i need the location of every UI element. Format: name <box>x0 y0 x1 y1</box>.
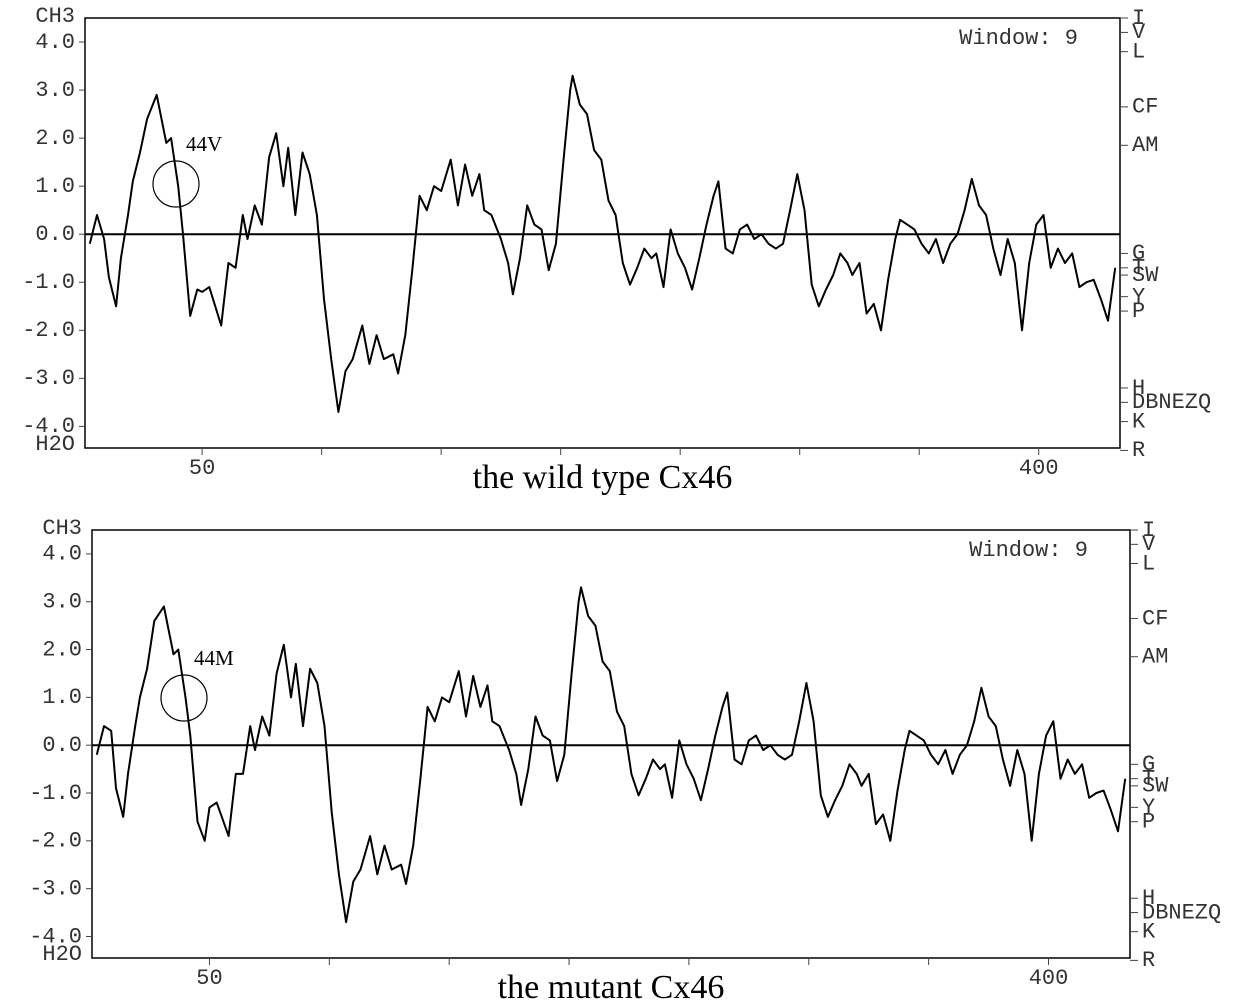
y2-tick-label: G <box>1142 752 1155 777</box>
y2-tick-label: DBNEZQ <box>1132 390 1211 415</box>
y-tick-label: 2.0 <box>35 126 75 151</box>
y2-tick-label: I <box>1132 6 1145 31</box>
chart-title: the wild type Cx46 <box>473 459 733 496</box>
y2-tick-label: H <box>1132 376 1145 401</box>
y2-tick-label: I <box>1142 518 1155 543</box>
y2-tick-label: R <box>1142 948 1155 973</box>
annotation: 44M <box>194 646 234 670</box>
window-label: Window: 9 <box>959 26 1078 51</box>
y-bottom-label: H2O <box>42 942 82 967</box>
y2-tick-label: T <box>1132 256 1145 281</box>
y2-tick-label: AM <box>1142 645 1168 670</box>
y2-tick-label: V <box>1132 20 1146 45</box>
y2-tick-label: AM <box>1132 133 1158 158</box>
plot-frame <box>84 17 1121 449</box>
plot-frame <box>91 529 1131 959</box>
hydropathy-chart: 4.0 3.0 2.0 1.0 0.0 -1.0 -2.0 -3.0 -4.0 CH3 H2O IVL… <box>22 4 1211 496</box>
hydropathy-line <box>88 74 1117 413</box>
y2-tick-label: SW <box>1142 774 1169 799</box>
y-tick-label: -2.0 <box>22 318 75 343</box>
y2-tick-label: R <box>1132 438 1145 463</box>
y-tick-label: -2.0 <box>29 829 82 854</box>
y-top-label: CH3 <box>35 4 75 29</box>
x-tick-label: 400 <box>1029 966 1069 991</box>
y2-tick-label: P <box>1142 810 1155 835</box>
y-tick-label: -1.0 <box>29 781 82 806</box>
y-tick-label: 0.0 <box>42 733 82 758</box>
y-tick-label: 0.0 <box>35 222 75 247</box>
y-tick-label: -4.0 <box>29 924 82 949</box>
y-tick-label: 2.0 <box>42 637 82 662</box>
annotation: 44V <box>186 132 222 156</box>
y2-tick-label: Y <box>1132 284 1145 309</box>
y2-tick-label: SW <box>1132 263 1159 288</box>
y2-tick-label: K <box>1142 920 1156 945</box>
y-tick-label: 1.0 <box>42 685 82 710</box>
y2-tick-label: L <box>1142 551 1155 576</box>
y-tick-label: 3.0 <box>42 590 82 615</box>
x-tick-label: 50 <box>196 966 222 991</box>
hydropathy-line <box>95 586 1127 924</box>
y2-tick-label: V <box>1142 532 1156 557</box>
y-top-label: CH3 <box>42 516 82 541</box>
window-label: Window: 9 <box>969 538 1088 563</box>
y-tick-label: -1.0 <box>22 270 75 295</box>
y2-tick-label: CF <box>1142 606 1168 631</box>
y2-tick-label: Y <box>1142 795 1155 820</box>
y2-tick-label: H <box>1142 886 1155 911</box>
y2-tick-label: L <box>1132 39 1145 64</box>
x-tick-label: 400 <box>1019 456 1059 481</box>
y2-tick-label: K <box>1132 409 1146 434</box>
chart-title: the mutant Cx46 <box>498 969 725 1006</box>
y2-tick-label: G <box>1132 241 1145 266</box>
y2-tick-label: CF <box>1132 95 1158 120</box>
hydropathy-chart: 4.0 3.0 2.0 1.0 0.0 -1.0 -2.0 -3.0 -4.0 CH3 H2O IVL… <box>29 516 1221 1006</box>
y-tick-label: -4.0 <box>22 414 75 439</box>
y-tick-label: 4.0 <box>35 30 75 55</box>
y2-tick-label: T <box>1142 766 1155 791</box>
y-tick-label: 1.0 <box>35 174 75 199</box>
y-tick-label: -3.0 <box>29 876 82 901</box>
y2-tick-label: DBNEZQ <box>1142 900 1221 925</box>
y-tick-label: 3.0 <box>35 78 75 103</box>
annotation-circle <box>160 674 208 722</box>
y-tick-label: -3.0 <box>22 366 75 391</box>
y-tick-label: 4.0 <box>42 542 82 567</box>
x-tick-label: 50 <box>189 456 215 481</box>
annotation-circle <box>152 160 200 208</box>
y-bottom-label: H2O <box>35 432 75 457</box>
y2-tick-label: P <box>1132 299 1145 324</box>
